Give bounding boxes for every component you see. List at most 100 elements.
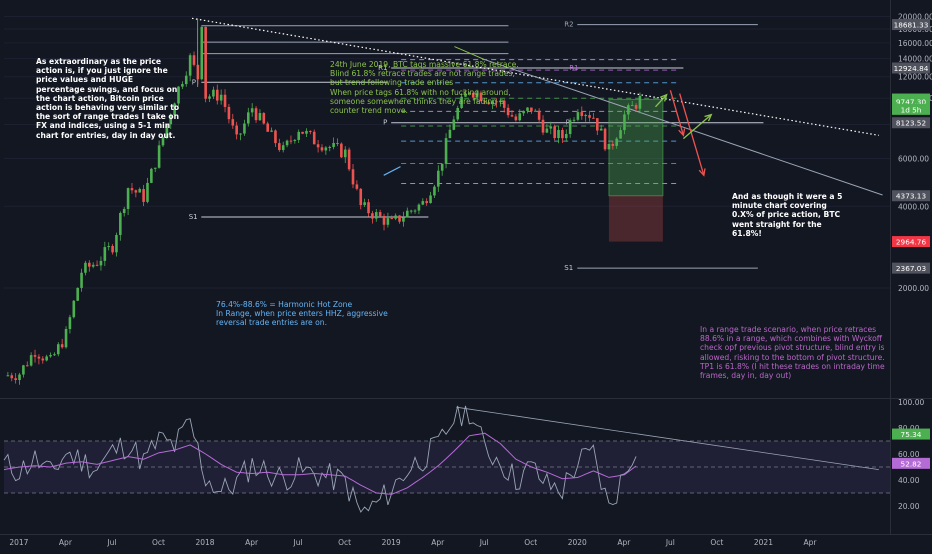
candle-body	[200, 26, 204, 80]
left-annotation: As extraordinary as the price action is,…	[36, 57, 180, 140]
candle-body	[526, 107, 529, 111]
candle-body	[111, 246, 114, 253]
candle-body	[510, 115, 514, 117]
time-axis-tick-label: Apr	[431, 538, 445, 547]
candle-body	[499, 100, 502, 103]
time-axis-tick-label: Apr	[617, 538, 631, 547]
price-tag	[892, 62, 930, 74]
candle-body	[580, 112, 584, 117]
price-tag-label: 2367.03	[896, 264, 927, 273]
pivot-p-label: P	[383, 119, 387, 127]
candle-body	[425, 201, 428, 204]
candle-body	[479, 92, 483, 102]
candle-body	[409, 210, 413, 212]
candle-body	[502, 100, 506, 108]
candle-body	[297, 131, 301, 140]
candle-body	[332, 142, 335, 147]
candle-body	[53, 354, 56, 356]
candle-body	[572, 119, 576, 121]
candle-body	[247, 112, 250, 124]
candle-body	[367, 202, 370, 214]
candle-body	[281, 145, 285, 151]
price-axis-tick-label: 6000.00	[898, 154, 929, 163]
time-axis-tick-label: Jul	[479, 538, 489, 547]
price-tag-label: 12924.84	[894, 64, 929, 73]
candle-body	[289, 140, 293, 142]
candle-body	[340, 143, 343, 158]
time-axis-tick-label: Jul	[106, 538, 116, 547]
candle-body	[285, 140, 289, 146]
time-axis-tick-label: Jul	[293, 538, 303, 547]
candle-body	[88, 262, 91, 267]
candle-body	[417, 204, 421, 211]
time-axis-tick-label: Oct	[152, 538, 165, 547]
candle-body	[382, 215, 386, 225]
rsi-axis-tick-label: 100.00	[898, 398, 924, 407]
hhz-arrow-line	[383, 166, 401, 176]
candle-body	[557, 129, 560, 139]
candle-body	[130, 188, 134, 191]
rsi-axis-tick-label: 20.00	[898, 502, 920, 511]
pivot-s1-label: S1	[189, 213, 198, 221]
candle-body	[33, 355, 37, 357]
candle-body	[615, 138, 618, 146]
rsi-axis-tick-label: 80.00	[898, 424, 920, 433]
candle-body	[41, 358, 45, 361]
candle-body	[56, 344, 60, 355]
red-arrow	[669, 90, 685, 136]
candle-body	[448, 129, 452, 139]
candle-body	[518, 113, 522, 121]
candle-body	[80, 272, 83, 288]
green-arrow-head	[659, 93, 668, 102]
candle-body	[491, 101, 494, 105]
price-tag	[892, 117, 930, 129]
candle-body	[60, 344, 64, 348]
time-axis-tick-label: 2020	[568, 538, 587, 547]
rsi-value-tag	[892, 457, 930, 469]
candle-body	[390, 218, 394, 220]
price-axis-tick-label: 12000.00	[898, 73, 932, 82]
descending-trendline	[484, 58, 883, 196]
candle-body	[107, 246, 111, 248]
green-pointer-line	[454, 46, 485, 60]
candle-body	[309, 130, 312, 132]
candle-body	[471, 92, 475, 98]
candle-body	[328, 146, 332, 148]
candle-body	[316, 144, 320, 148]
time-axis-tick-label: 2021	[754, 538, 773, 547]
candle-body	[215, 89, 219, 101]
candle-body	[239, 133, 242, 135]
candle-body	[475, 92, 479, 98]
candle-body	[638, 95, 642, 109]
price-tag-label: 2964.76	[896, 238, 927, 247]
candle-body	[630, 105, 634, 107]
candle-body	[487, 102, 491, 105]
pivot-r1-label: R1	[569, 64, 578, 72]
candle-body	[433, 186, 436, 196]
rsi-value-tag-label: 52.82	[901, 459, 922, 468]
candle-body	[320, 147, 324, 151]
candle-body	[212, 89, 215, 97]
candle-body	[169, 115, 173, 125]
green-arrow	[682, 114, 712, 140]
candle-body	[371, 213, 374, 219]
candle-body	[142, 189, 145, 202]
candle-body	[76, 287, 79, 301]
candle-body	[227, 106, 231, 120]
top-annotation: 24th June 2019, BTC tags massive 61.8% r…	[330, 60, 519, 116]
candle-body	[204, 26, 207, 99]
candle-body	[623, 114, 626, 131]
candle-body	[45, 356, 48, 361]
candle-body	[437, 170, 440, 187]
candle-body	[184, 75, 188, 85]
time-axis-tick-label: 2019	[382, 538, 401, 547]
price-tag	[892, 262, 930, 274]
candle-body	[456, 107, 460, 120]
green-arrow-head	[704, 113, 713, 122]
rsi-axis-tick-label: 60.00	[898, 450, 920, 459]
candle-body	[545, 128, 549, 133]
candle-body	[18, 374, 21, 381]
price-tag-label: 1d 5h	[901, 105, 922, 114]
